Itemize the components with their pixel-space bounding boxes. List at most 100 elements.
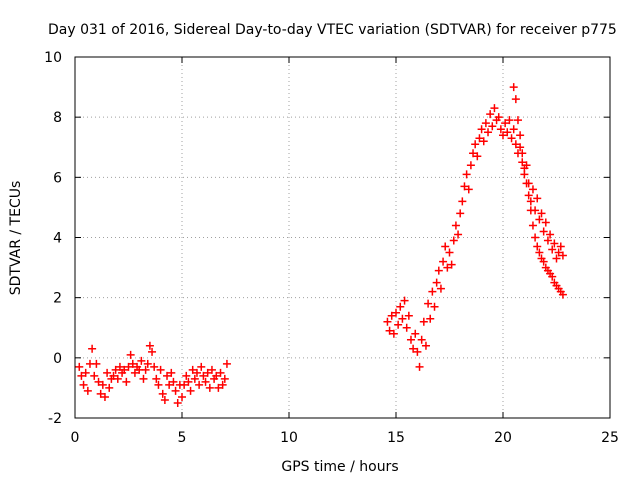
data-point — [100, 392, 109, 401]
data-point — [537, 209, 546, 218]
data-point — [171, 386, 180, 395]
data-point — [220, 374, 229, 383]
data-point — [103, 368, 112, 377]
data-point — [558, 290, 567, 299]
data-point — [443, 263, 452, 272]
data-point — [481, 119, 490, 128]
data-point — [466, 161, 475, 170]
data-point — [158, 389, 167, 398]
data-point — [126, 350, 135, 359]
data-point — [513, 116, 522, 125]
data-point — [546, 230, 555, 239]
data-point — [383, 317, 392, 326]
data-point — [92, 359, 101, 368]
data-point — [387, 311, 396, 320]
data-point — [533, 242, 542, 251]
data-point — [426, 314, 435, 323]
data-point — [173, 398, 182, 407]
data-point — [165, 380, 174, 389]
data-point — [486, 110, 495, 119]
data-point — [192, 368, 201, 377]
y-axis-label: SDTVAR / TECUs — [8, 181, 24, 296]
data-point — [124, 362, 133, 371]
data-point — [113, 374, 122, 383]
data-point — [501, 119, 510, 128]
data-point — [120, 365, 129, 374]
data-point — [96, 389, 105, 398]
x-tick-label: 0 — [71, 430, 80, 446]
data-point — [389, 329, 398, 338]
data-point — [81, 368, 90, 377]
y-tick-label: 0 — [53, 351, 62, 367]
data-point — [128, 359, 137, 368]
grid-lines — [75, 57, 610, 418]
data-point — [163, 371, 172, 380]
data-point — [528, 221, 537, 230]
data-point — [90, 371, 99, 380]
data-point — [439, 257, 448, 266]
data-point — [543, 236, 552, 245]
data-point — [190, 374, 199, 383]
data-point — [554, 248, 563, 257]
data-point — [212, 371, 221, 380]
data-point — [503, 128, 512, 137]
data-point — [156, 365, 165, 374]
chart-title: Day 031 of 2016, Sidereal Day-to-day VTE… — [48, 22, 617, 38]
data-point — [541, 218, 550, 227]
data-point — [154, 380, 163, 389]
data-point — [424, 299, 433, 308]
data-point — [531, 233, 540, 242]
data-point — [535, 248, 544, 257]
y-tick-label: -2 — [48, 411, 62, 427]
y-tick-label: 4 — [53, 231, 62, 247]
x-tick-label: 5 — [178, 430, 187, 446]
data-point — [141, 365, 150, 374]
data-point — [195, 380, 204, 389]
data-point — [469, 149, 478, 158]
data-point — [203, 368, 212, 377]
data-point — [83, 386, 92, 395]
data-point — [520, 164, 529, 173]
data-point — [430, 302, 439, 311]
data-point — [88, 344, 97, 353]
data-point — [516, 131, 525, 140]
data-point — [548, 245, 557, 254]
data-point — [137, 356, 146, 365]
data-point — [462, 170, 471, 179]
series-segment-2 — [383, 104, 567, 371]
x-tick-label: 25 — [601, 430, 619, 446]
data-point — [526, 206, 535, 215]
data-point — [115, 362, 124, 371]
data-point — [139, 374, 148, 383]
data-point — [218, 380, 227, 389]
data-point — [400, 296, 409, 305]
x-tick-label: 20 — [494, 430, 512, 446]
data-point — [509, 83, 518, 92]
data-point — [436, 284, 445, 293]
data-point — [458, 197, 467, 206]
data-point — [201, 377, 210, 386]
y-tick-label: 2 — [53, 291, 62, 307]
data-point — [447, 260, 456, 269]
axis-ticks — [74, 56, 611, 419]
data-point — [184, 377, 193, 386]
data-point — [130, 368, 139, 377]
data-point — [558, 251, 567, 260]
data-point — [499, 131, 507, 140]
data-point — [79, 380, 88, 389]
data-point — [524, 191, 533, 200]
data-point — [197, 362, 206, 371]
data-point — [507, 134, 516, 143]
data-point — [180, 380, 189, 389]
data-point — [484, 128, 493, 137]
data-point — [150, 362, 159, 371]
data-point — [535, 215, 544, 224]
data-point — [199, 371, 208, 380]
data-point — [449, 236, 458, 245]
x-tick-label: 10 — [280, 430, 298, 446]
data-point — [496, 125, 505, 134]
data-point — [207, 365, 216, 374]
data-point — [178, 392, 186, 401]
data-point — [505, 116, 514, 125]
